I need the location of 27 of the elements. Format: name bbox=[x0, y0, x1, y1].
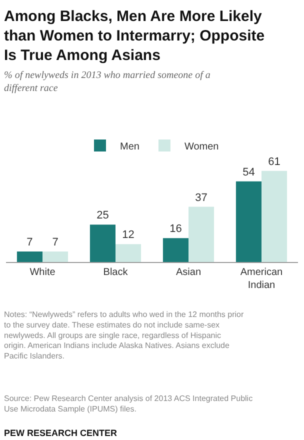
data-label: 12 bbox=[122, 229, 134, 242]
bar bbox=[116, 244, 142, 262]
x-tick-label: White bbox=[30, 267, 56, 278]
bar bbox=[42, 252, 68, 262]
data-label: 16 bbox=[170, 223, 182, 236]
data-label: 7 bbox=[52, 236, 58, 249]
text: PEW RESEARCH CENTER bbox=[4, 428, 118, 438]
source-note: Source: Pew Research Center analysis of 2013 ACS Integrated Public Use Microdata Sample (IPUMS) files. bbox=[4, 394, 253, 414]
data-label: 7 bbox=[26, 236, 33, 249]
chart-title: Among Blacks, Men Are More Likely than Women to Intermarry; Opposite Is True Among Asians bbox=[4, 8, 265, 64]
bar bbox=[188, 206, 214, 262]
x-tick-label: Black bbox=[103, 267, 129, 278]
legend-label: Men bbox=[120, 141, 140, 152]
bar bbox=[16, 252, 42, 262]
data-label: 61 bbox=[268, 156, 280, 168]
legend-label: Women bbox=[184, 141, 219, 152]
data-label: 25 bbox=[96, 210, 109, 222]
bar bbox=[262, 170, 288, 262]
data-label: 37 bbox=[195, 192, 208, 204]
x-tick-label: Asian bbox=[176, 267, 202, 278]
bar bbox=[90, 224, 116, 262]
bar bbox=[236, 181, 262, 262]
x-tick-label: American Indian bbox=[240, 267, 283, 291]
text: Notes: “Newlyweds” refers to adults who wed in the 12 months prior to the survey date. These estimates do not include same-sex newlyweds. All groups are single race, regardless of Hispanic origin. American Indians include Alaska Natives. Asians exclude Pacific Islanders. bbox=[4, 310, 244, 361]
data-label: 54 bbox=[242, 166, 255, 178]
bar bbox=[162, 238, 188, 262]
chart-subtitle: % of newlyweds in 2013 who married someone of a different race bbox=[4, 70, 210, 94]
